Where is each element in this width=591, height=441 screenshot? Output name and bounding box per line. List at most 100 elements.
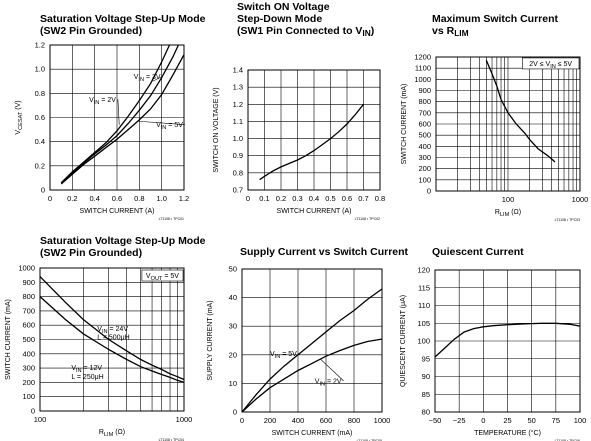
x-tick-label: 75 [552,416,560,425]
series-line-1 [60,44,171,184]
y-tick-label: 200 [418,164,431,173]
x-axis-label: SWITCH CURRENT (A) [277,208,352,215]
chart-footnote: LT1108 • TPC05 [357,439,382,441]
y-tick-label: 1.2 [35,41,45,50]
x-tick-label: −50 [429,416,442,425]
x-tick-label: 1.2 [179,194,189,203]
x-tick-label: 0.4 [89,194,99,203]
y-tick-label: 1000 [18,264,35,273]
series-line-3 [60,54,185,185]
x-tick-label: 0 [246,194,250,203]
series-line-1 [259,103,365,181]
plot-frame [435,56,581,192]
y-tick-label: 600 [418,120,431,129]
chart-title: Saturation Voltage Step-Up Mode [40,235,206,247]
plot-frame [49,44,185,191]
chart-subtitle-2: (SW1 Pin Connected to VIN) [237,25,374,38]
annotation-label: VIN = 2V [315,378,342,387]
x-axis-label: TEMPERATURE (°C) [474,429,541,437]
x-tick-label: 100 [502,195,515,204]
y-tick-label: 0.4 [35,137,45,146]
chart-title: Supply Current vs Switch Current [240,246,409,258]
y-tick-label: 0.8 [233,168,243,177]
x-tick-label: 0.5 [325,194,335,203]
y-tick-label: 400 [22,349,35,358]
y-tick-label: 120 [417,266,430,275]
x-tick-label: 0.3 [292,194,302,203]
y-tick-label: 0 [233,408,237,417]
x-tick-label: 1.0 [156,194,166,203]
y-tick-label: 20 [229,350,237,359]
chart-subtitle: (SW2 Pin Grounded) [40,247,142,259]
y-tick-label: 300 [22,364,35,373]
x-tick-label: 600 [320,416,333,425]
x-axis-label: RLIM (Ω) [495,209,521,218]
x-tick-label: 100 [34,415,47,424]
x-tick-label: 0.8 [134,194,144,203]
series-line-1 [485,60,556,163]
x-tick-label: 0 [240,416,244,425]
annotation-label: VIN = 3V [134,74,161,83]
series-line-2 [39,296,185,384]
chart-title: Switch ON Voltage [237,1,330,13]
series-line-2 [241,338,383,413]
annotation-label: VIN = 24V [97,326,128,335]
x-axis-label: SWITCH CURRENT (A) [80,208,155,215]
x-tick-label: 0.8 [375,194,385,203]
y-tick-label: 1000 [414,75,431,84]
x-tick-label: 1000 [572,195,589,204]
x-tick-label: 1000 [176,415,193,424]
y-tick-label: 95 [422,354,430,363]
y-tick-label: 0.6 [35,113,45,122]
y-tick-label: 0.2 [35,161,45,170]
chart-footnote: LT1108 • TPC04 [159,438,184,441]
y-tick-label: 400 [418,142,431,151]
y-tick-label: 100 [417,337,430,346]
chart-4: Saturation Voltage Step-Up Mode(SW2 Pin … [5,235,206,441]
chart-subtitle: Step-Down Mode [237,13,322,25]
y-tick-label: 1.0 [35,65,45,74]
y-tick-label: 30 [229,322,237,331]
series-line-1 [39,276,185,381]
y-tick-label: 700 [22,306,35,315]
x-axis-label: RLIM (Ω) [99,429,125,438]
chart-subtitle: (SW2 Pin Grounded) [40,25,142,37]
y-tick-label: 0.9 [233,151,243,160]
annotation-leader [297,353,300,355]
chart-5: Supply Current vs Switch Current 0 10 20 30 4… [207,246,409,441]
y-axis-label: SWITCH CURRENT (mA) [5,299,12,380]
x-tick-label: 0.2 [67,194,77,203]
y-axis-label: SWITCH ON VOLTAGE (V) [213,87,220,172]
y-tick-label: 800 [22,292,35,301]
chart-1: Saturation Voltage Step-Up Mode(SW2 Pin … [15,13,206,221]
chart-footnote: LT1108 • TPC06 [555,439,580,441]
y-tick-label: 1.2 [233,100,243,109]
y-tick-label: 1.1 [233,117,243,126]
y-axis-label: SWITCH CURRENT (mA) [401,84,408,165]
y-tick-label: 105 [417,319,430,328]
chart-6: Quiescent Current 80 85 90 95 100 105 110 115 120… [400,246,586,441]
y-tick-label: 800 [418,97,431,106]
y-tick-label: 700 [418,108,431,117]
x-tick-label: −25 [453,416,466,425]
y-tick-label: 0.7 [233,186,243,195]
y-tick-label: 900 [22,278,35,287]
plot-frame [247,69,381,191]
y-tick-label: 85 [422,390,430,399]
annotation-box [141,269,184,282]
annotation-leader [117,99,120,125]
y-tick-label: 110 [418,301,430,310]
y-axis-label: SUPPLY CURRENT (mA) [207,300,214,380]
x-tick-label: 0.4 [309,194,319,203]
annotation-label: L = 500μH [97,335,129,342]
x-tick-label: 1000 [374,416,391,425]
annotation-label: VIN = 2V [89,97,116,106]
x-tick-label: 25 [503,416,511,425]
y-axis-label: QUIESCENT CURRENT (μA) [400,295,407,387]
x-tick-label: 0.6 [342,194,352,203]
chart-footnote: LT1108 • TPC02 [355,217,380,221]
annotation-label: VIN = 5V [270,351,297,360]
x-tick-label: 0 [48,194,52,203]
series-line-2 [60,44,179,184]
